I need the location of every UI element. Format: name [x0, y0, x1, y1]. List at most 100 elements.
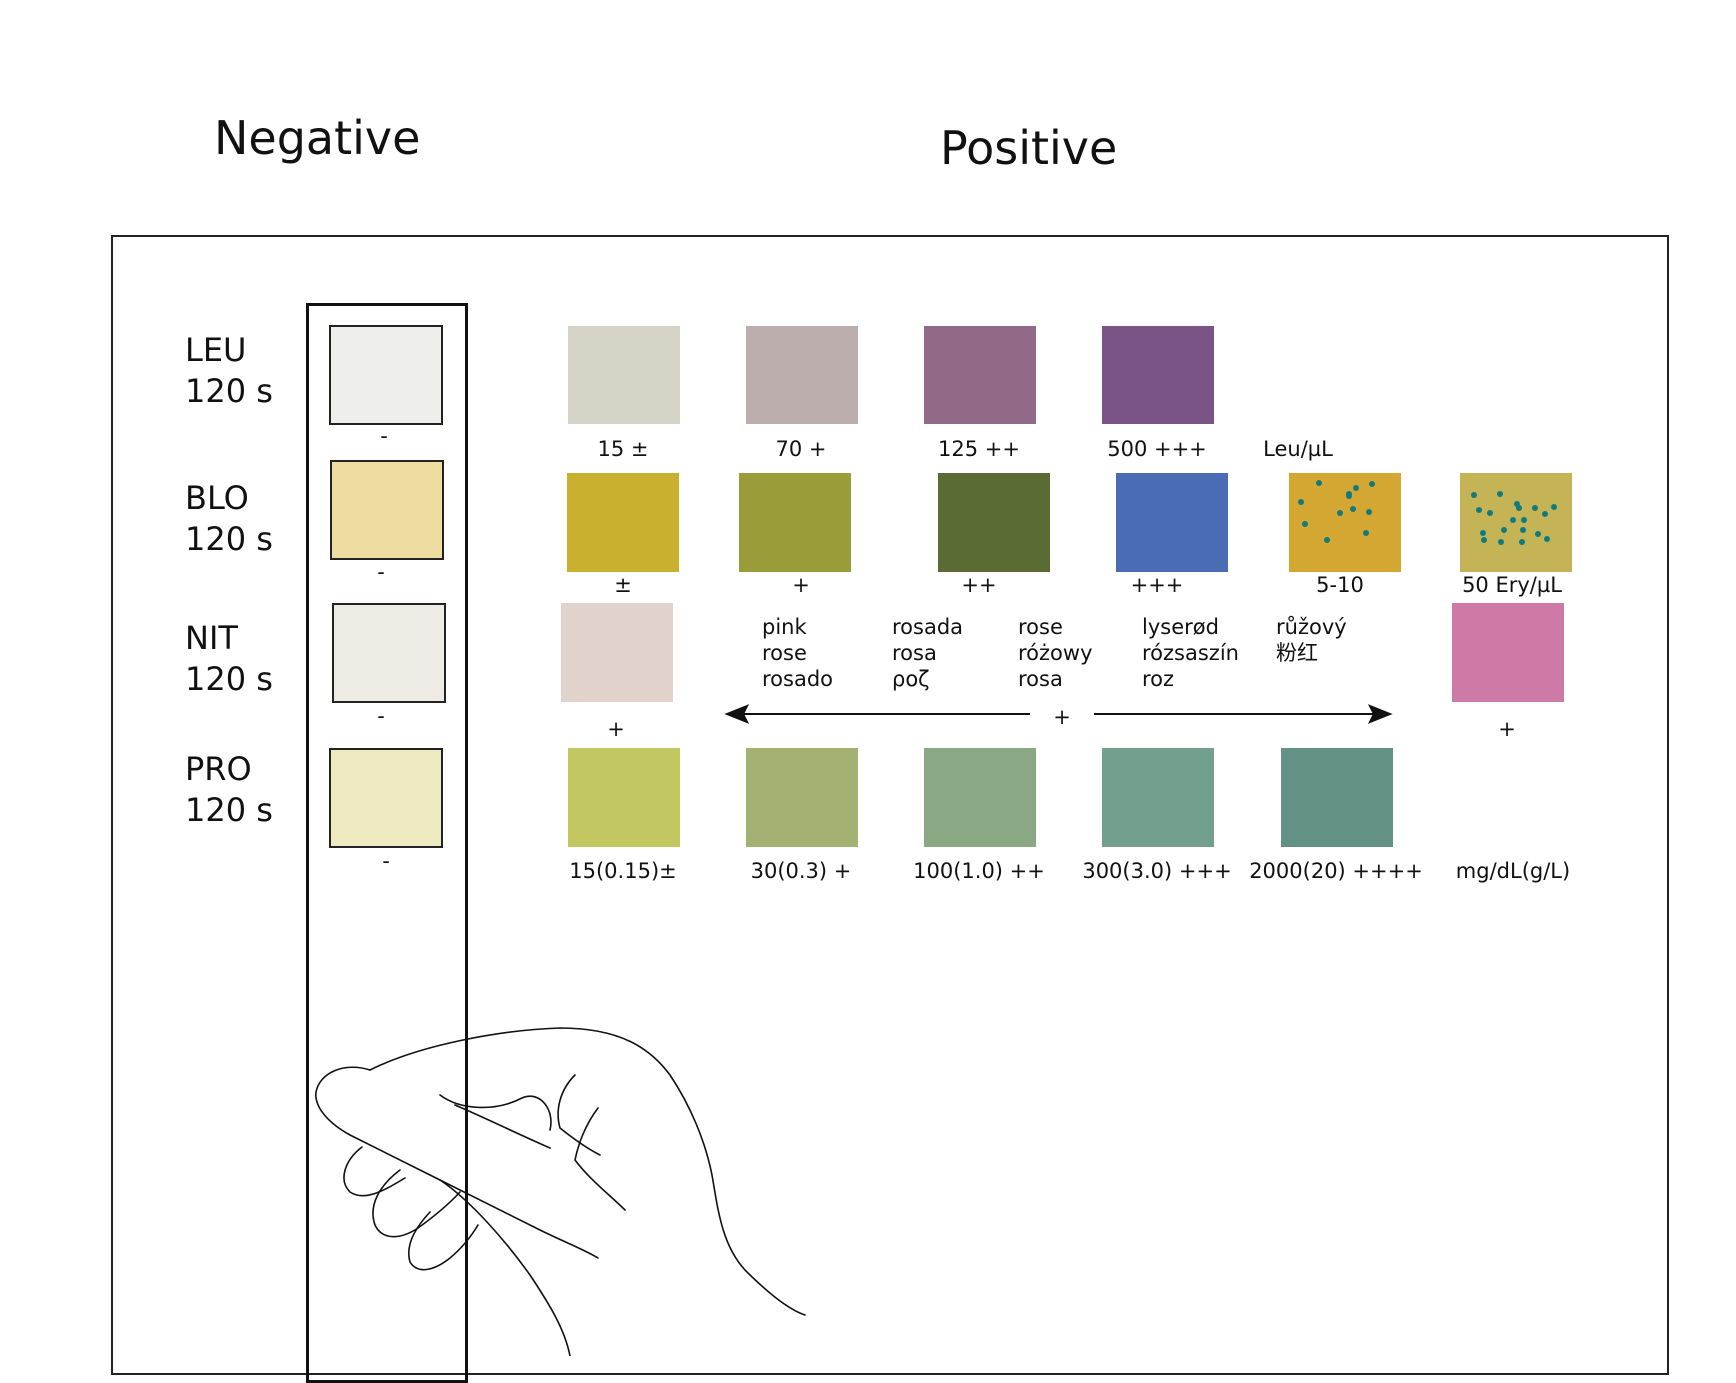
dot-mark: [1476, 507, 1482, 513]
dot-mark: [1551, 504, 1557, 510]
negative-pad-pro: [329, 748, 443, 848]
pro-swatch-label: 2000(20) ++++: [1249, 859, 1423, 883]
color-name: rosado: [762, 667, 834, 691]
color-name: rosa: [892, 641, 937, 665]
color-name: 粉红: [1276, 641, 1318, 665]
leu-unit: Leu/µL: [1263, 437, 1333, 461]
blo-swatch-label: 5-10: [1316, 573, 1364, 597]
dot-mark: [1363, 530, 1369, 536]
dot-mark: [1350, 506, 1356, 512]
row-time: 120 s: [185, 372, 273, 410]
nit-middle-label: +: [1053, 705, 1071, 729]
color-name: růžový: [1276, 615, 1347, 639]
dot-mark: [1542, 511, 1548, 517]
dot-mark: [1501, 527, 1507, 533]
hand-drawing: [315, 1027, 806, 1356]
pro-swatch: [924, 748, 1036, 847]
blo-swatch: [739, 473, 851, 572]
row-name: NIT: [185, 619, 238, 657]
color-name: roz: [1142, 667, 1175, 691]
dot-mark: [1521, 517, 1527, 523]
dot-mark: [1369, 481, 1375, 487]
negative-pad-nit: [332, 603, 446, 703]
color-name: rosada: [892, 615, 964, 639]
dot-mark: [1353, 485, 1359, 491]
pro-unit: mg/dL(g/L): [1455, 859, 1571, 883]
negative-label-pro: -: [382, 849, 390, 873]
row-label-blo: BLO 120 s: [185, 478, 273, 560]
color-name-group: lyserød rózsaszín roz: [1142, 614, 1239, 692]
nit-swatch-high: [1452, 603, 1564, 702]
pro-swatch-label: 300(3.0) +++: [1082, 859, 1232, 883]
negative-label-leu: -: [380, 424, 388, 448]
dot-mark: [1498, 539, 1504, 545]
blo-swatch-label: 50 Ery/µL: [1462, 573, 1562, 597]
leu-swatch: [568, 326, 680, 424]
leu-swatch-label: 15 ±: [597, 437, 649, 461]
blo-swatch-hemolyzed: [1289, 473, 1401, 572]
color-name: ροζ: [892, 667, 930, 691]
row-name: LEU: [185, 331, 247, 369]
negative-pad-blo: [330, 460, 444, 560]
color-name: rose: [762, 641, 807, 665]
blo-swatch: [567, 473, 679, 572]
blo-swatch-label: ±: [614, 573, 632, 597]
row-label-nit: NIT 120 s: [185, 618, 273, 700]
blo-swatch: [1116, 473, 1228, 572]
color-name-group: pink rose rosado: [762, 614, 833, 692]
dot-mark: [1324, 537, 1330, 543]
dot-mark: [1298, 499, 1304, 505]
leu-swatch: [746, 326, 858, 424]
color-name-group: rosada rosa ροζ: [892, 614, 963, 692]
pro-swatch-label: 30(0.3) +: [750, 859, 852, 883]
leu-swatch: [1102, 326, 1214, 424]
pro-swatch: [746, 748, 858, 847]
leu-swatch: [924, 326, 1036, 424]
leu-swatch-label: 500 +++: [1107, 437, 1207, 461]
nit-swatch-label: +: [607, 717, 625, 741]
pro-swatch: [1281, 748, 1393, 847]
dot-mark: [1535, 531, 1541, 537]
pro-swatch-label: 15(0.15)±: [569, 859, 677, 883]
row-time: 120 s: [185, 520, 273, 558]
dot-mark: [1510, 517, 1516, 523]
blo-swatch-label: +++: [1130, 573, 1184, 597]
color-name-group: růžový 粉红: [1276, 614, 1347, 666]
dot-mark: [1316, 480, 1322, 486]
dot-mark: [1481, 537, 1487, 543]
color-name: różowy: [1018, 641, 1093, 665]
dot-mark: [1302, 521, 1308, 527]
dot-mark: [1497, 491, 1503, 497]
negative-label-blo: -: [377, 560, 385, 584]
dot-mark: [1480, 530, 1486, 536]
row-time: 120 s: [185, 791, 273, 829]
pro-swatch: [568, 748, 680, 847]
dot-mark: [1516, 505, 1522, 511]
dot-mark: [1519, 539, 1525, 545]
negative-label-nit: -: [377, 704, 385, 728]
blo-swatch-intact: [1460, 473, 1572, 572]
dot-mark: [1520, 527, 1526, 533]
nit-swatch-label: +: [1498, 717, 1516, 741]
negative-header: Negative: [214, 111, 421, 165]
leu-swatch-label: 70 +: [775, 437, 827, 461]
dot-mark: [1471, 492, 1477, 498]
row-label-leu: LEU 120 s: [185, 330, 273, 412]
blo-swatch: [938, 473, 1050, 572]
dot-mark: [1366, 509, 1372, 515]
dot-mark: [1337, 510, 1343, 516]
color-name: lyserød: [1142, 615, 1219, 639]
dot-mark: [1532, 505, 1538, 511]
dot-mark: [1487, 510, 1493, 516]
blo-swatch-label: ++: [961, 573, 997, 597]
nit-swatch-low: [561, 603, 673, 702]
color-name: rose: [1018, 615, 1063, 639]
blo-swatch-label: +: [792, 573, 810, 597]
row-time: 120 s: [185, 660, 273, 698]
leu-swatch-label: 125 ++: [938, 437, 1020, 461]
positive-header: Positive: [940, 121, 1118, 175]
dot-mark: [1346, 493, 1352, 499]
color-name: pink: [762, 615, 807, 639]
color-name: rózsaszín: [1142, 641, 1239, 665]
